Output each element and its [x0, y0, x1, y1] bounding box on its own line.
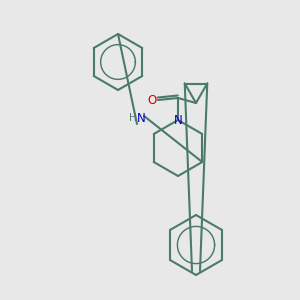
Text: H: H — [129, 113, 137, 123]
Text: N: N — [136, 112, 146, 124]
Text: O: O — [147, 94, 157, 106]
Text: N: N — [174, 113, 182, 127]
